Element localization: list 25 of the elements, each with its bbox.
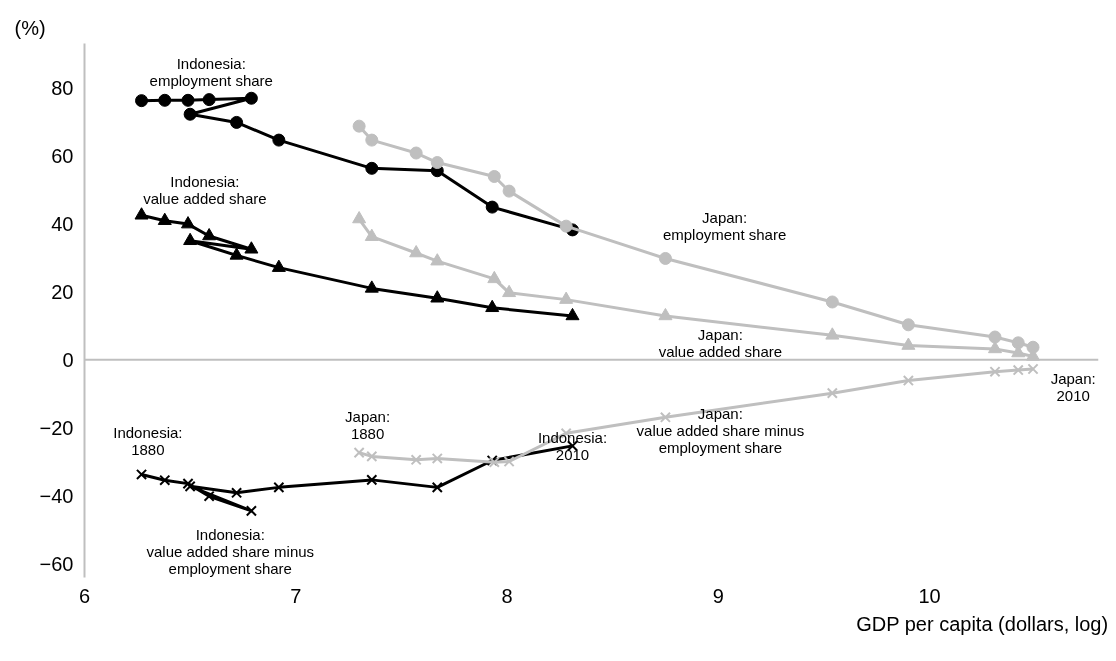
y-tick-label: −60: [39, 552, 74, 575]
annotation: Japan: employment share: [662, 209, 787, 244]
x-axis-title: GDP per capita (dollars, log): [856, 612, 1109, 635]
annotation: Indonesia: value added share minus employment share: [146, 526, 315, 578]
y-tick-label: −20: [39, 416, 74, 439]
annotation: Japan: 2010: [1050, 370, 1096, 405]
y-tick-label: 20: [51, 280, 74, 303]
annotation: Indonesia: employment share: [149, 55, 273, 90]
x-tick-label: 6: [78, 584, 91, 607]
y-tick-label: 60: [51, 144, 74, 167]
annotation: Indonesia: 2010: [537, 428, 608, 463]
annotation: Japan: 1880: [345, 407, 391, 442]
annotation: Indonesia: value added share: [143, 173, 267, 208]
annotation: Indonesia: 1880: [113, 424, 183, 459]
y-tick-label: 80: [51, 76, 74, 99]
y-axis-title: (%): [14, 16, 46, 39]
y-tick-label: 0: [62, 348, 74, 371]
annotation: Japan: value added share: [658, 326, 783, 361]
x-tick-label: 8: [501, 584, 513, 607]
y-tick-label: 40: [51, 212, 74, 235]
x-tick-label: 9: [712, 584, 724, 607]
y-tick-label: −40: [39, 484, 74, 507]
x-tick-label: 10: [918, 584, 941, 607]
x-tick-label: 7: [290, 584, 302, 607]
annotation: Japan: value added share minus employment share: [636, 405, 805, 457]
